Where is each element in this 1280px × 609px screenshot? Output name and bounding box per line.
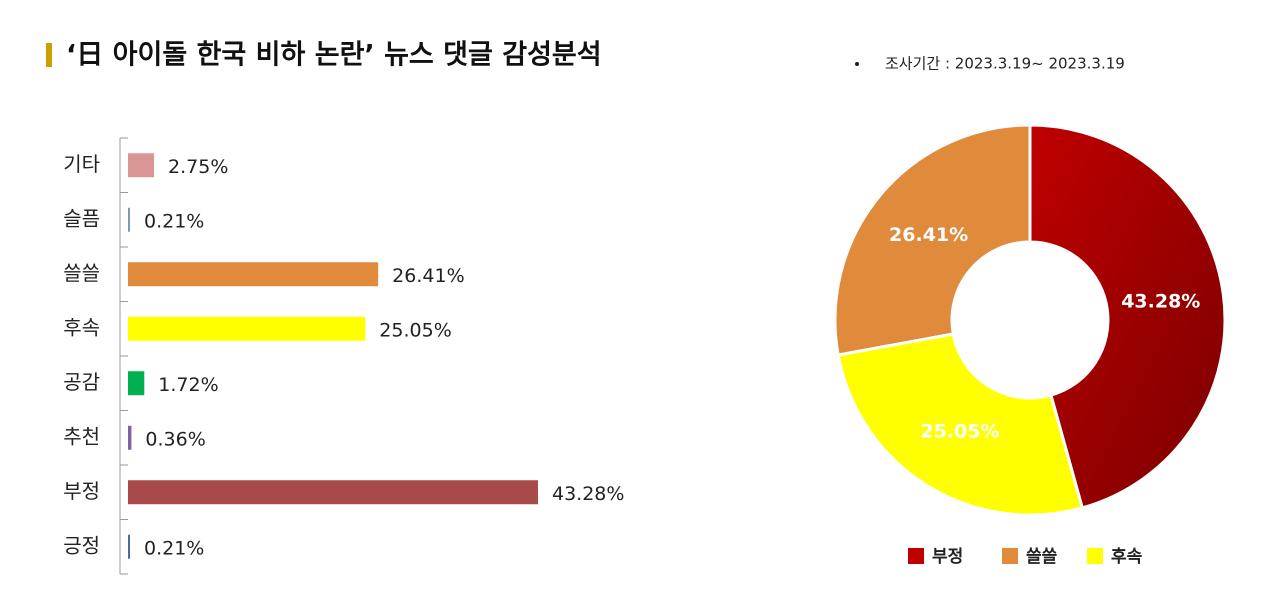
donut-slice bbox=[833, 123, 1032, 357]
bar bbox=[128, 480, 538, 505]
bar bbox=[128, 153, 155, 178]
slice-label: 43.28% bbox=[1121, 291, 1200, 313]
category-label: 공감 bbox=[63, 370, 100, 394]
donut-slice bbox=[836, 332, 1085, 517]
page-title: ‘日 아이돌 한국 비하 논란’ 뉴스 댓글 감성분석 bbox=[66, 40, 602, 71]
bar bbox=[128, 534, 130, 559]
category-label: 슬픔 bbox=[63, 206, 100, 230]
legend-label: 후속 bbox=[1111, 546, 1143, 567]
bar bbox=[128, 425, 132, 450]
value-label: 0.36% bbox=[145, 428, 205, 450]
slice-label: 26.41% bbox=[889, 224, 968, 246]
value-label: 0.21% bbox=[144, 210, 204, 232]
legend-label: 쓸쓸 bbox=[1026, 547, 1058, 567]
donut-slice bbox=[1028, 123, 1227, 510]
survey-period: 조사기간 : 2023.3.19~ 2023.3.19 bbox=[885, 55, 1125, 73]
category-label: 후속 bbox=[63, 315, 100, 339]
category-label: 부정 bbox=[63, 479, 100, 503]
category-label: 쓸쓸 bbox=[63, 261, 100, 285]
value-label: 43.28% bbox=[552, 483, 624, 505]
legend-swatch bbox=[1002, 548, 1018, 564]
category-label: 추천 bbox=[63, 424, 100, 448]
slice-label: 25.05% bbox=[920, 420, 999, 442]
bar bbox=[128, 316, 366, 341]
title-marker bbox=[46, 43, 52, 67]
bar bbox=[128, 371, 145, 396]
bar bbox=[128, 262, 379, 287]
legend-swatch bbox=[1087, 548, 1103, 564]
value-label: 2.75% bbox=[168, 156, 228, 178]
bar bbox=[128, 207, 130, 232]
legend-label: 부정 bbox=[932, 547, 963, 567]
value-label: 25.05% bbox=[379, 319, 451, 341]
value-label: 1.72% bbox=[158, 374, 218, 396]
value-label: 0.21% bbox=[144, 537, 204, 559]
category-label: 기타 bbox=[63, 152, 100, 176]
bullet bbox=[855, 62, 859, 66]
value-label: 26.41% bbox=[392, 265, 464, 287]
category-label: 긍정 bbox=[63, 533, 100, 557]
legend-swatch bbox=[908, 548, 924, 564]
